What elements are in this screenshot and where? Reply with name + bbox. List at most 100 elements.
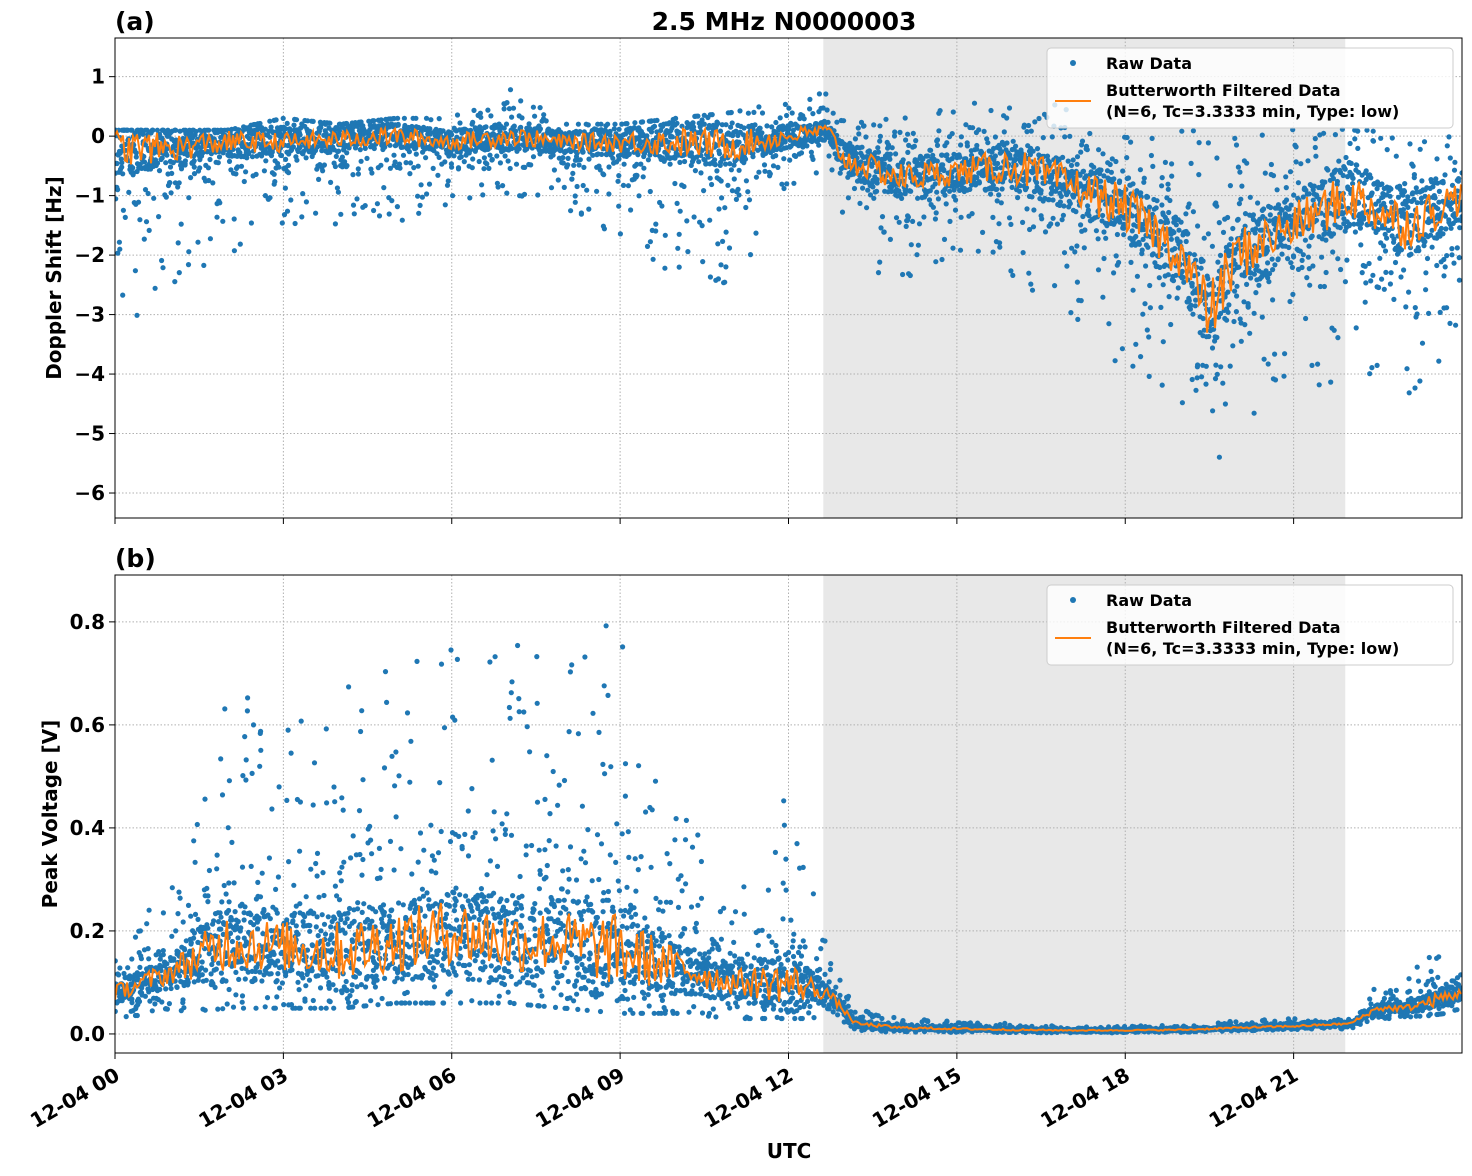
raw-point — [715, 241, 720, 246]
raw-point — [300, 191, 305, 196]
raw-point — [707, 218, 712, 223]
raw-point — [1255, 222, 1260, 227]
raw-point — [1268, 212, 1273, 217]
raw-point — [1402, 188, 1407, 193]
raw-point — [692, 214, 697, 219]
raw-point — [1058, 199, 1063, 204]
raw-point — [1376, 285, 1381, 290]
raw-point — [994, 187, 999, 192]
raw-point — [1275, 257, 1280, 262]
raw-point — [445, 183, 450, 188]
y-tick-label: 1 — [91, 65, 105, 89]
raw-point — [285, 209, 290, 214]
raw-point — [581, 183, 586, 188]
raw-point — [997, 240, 1002, 245]
raw-point — [1260, 315, 1265, 320]
raw-point — [552, 167, 557, 172]
raw-point — [165, 1007, 170, 1012]
raw-point — [1301, 252, 1306, 257]
raw-point — [723, 264, 728, 269]
raw-point — [150, 128, 155, 133]
raw-point — [1229, 236, 1234, 241]
raw-point — [758, 126, 763, 131]
raw-point — [654, 118, 659, 123]
raw-point — [124, 1014, 129, 1019]
raw-point — [1355, 129, 1360, 134]
raw-point — [1035, 146, 1040, 151]
raw-point — [897, 220, 902, 225]
raw-point — [397, 166, 402, 171]
raw-point — [211, 918, 216, 923]
raw-point — [1440, 179, 1445, 184]
raw-point — [175, 911, 180, 916]
raw-point — [1423, 270, 1428, 275]
raw-point — [333, 221, 338, 226]
raw-point — [274, 117, 279, 122]
raw-point — [470, 120, 475, 125]
raw-point — [775, 165, 780, 170]
raw-point — [173, 928, 178, 933]
raw-point — [174, 984, 179, 989]
raw-point — [1349, 161, 1354, 166]
raw-point — [288, 197, 293, 202]
raw-point — [951, 109, 956, 114]
raw-point — [226, 908, 231, 913]
raw-point — [1101, 256, 1106, 261]
raw-point — [1117, 180, 1122, 185]
raw-point — [1192, 252, 1197, 257]
raw-point — [1437, 189, 1442, 194]
raw-point — [911, 131, 916, 136]
raw-point — [1265, 245, 1270, 250]
raw-point — [786, 106, 791, 111]
raw-point — [673, 116, 678, 121]
raw-point — [1411, 164, 1416, 169]
raw-point — [226, 825, 231, 830]
raw-point — [502, 106, 507, 111]
raw-point — [485, 108, 490, 113]
raw-point — [934, 190, 939, 195]
raw-point — [1370, 138, 1375, 143]
raw-point — [653, 222, 658, 227]
raw-point — [875, 145, 880, 150]
raw-point — [1453, 323, 1458, 328]
raw-point — [214, 967, 219, 972]
raw-point — [207, 951, 212, 956]
raw-point — [722, 205, 727, 210]
raw-point — [1315, 362, 1320, 367]
raw-point — [829, 167, 834, 172]
raw-point — [413, 116, 418, 121]
raw-point — [826, 120, 831, 125]
raw-point — [736, 192, 741, 197]
raw-point — [227, 778, 232, 783]
raw-point — [605, 122, 610, 127]
raw-point — [1193, 298, 1198, 303]
raw-point — [1195, 223, 1200, 228]
raw-point — [787, 158, 792, 163]
raw-point — [1310, 263, 1315, 268]
raw-point — [1098, 168, 1103, 173]
raw-point — [628, 207, 633, 212]
raw-point — [1284, 185, 1289, 190]
raw-point — [651, 257, 656, 262]
raw-point — [222, 706, 227, 711]
raw-point — [123, 215, 128, 220]
raw-point — [784, 113, 789, 118]
raw-point — [156, 214, 161, 219]
raw-point — [810, 111, 815, 116]
raw-point — [1108, 162, 1113, 167]
raw-point — [1160, 175, 1165, 180]
raw-point — [1029, 129, 1034, 134]
raw-point — [129, 1000, 134, 1005]
raw-point — [232, 216, 237, 221]
raw-point — [186, 195, 191, 200]
raw-point — [1036, 116, 1041, 121]
raw-point — [163, 160, 168, 165]
raw-point — [624, 121, 629, 126]
raw-point — [1220, 381, 1225, 386]
y-tick-label: −5 — [74, 422, 105, 446]
raw-point — [133, 935, 138, 940]
raw-point — [161, 952, 166, 957]
raw-point — [233, 992, 238, 997]
raw-point — [944, 152, 949, 157]
raw-point — [1435, 206, 1440, 211]
